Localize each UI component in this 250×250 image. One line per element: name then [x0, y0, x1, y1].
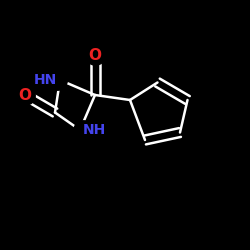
- Text: HN: HN: [34, 73, 58, 87]
- Text: O: O: [88, 48, 102, 62]
- Text: NH: NH: [82, 123, 106, 137]
- Text: O: O: [18, 88, 32, 102]
